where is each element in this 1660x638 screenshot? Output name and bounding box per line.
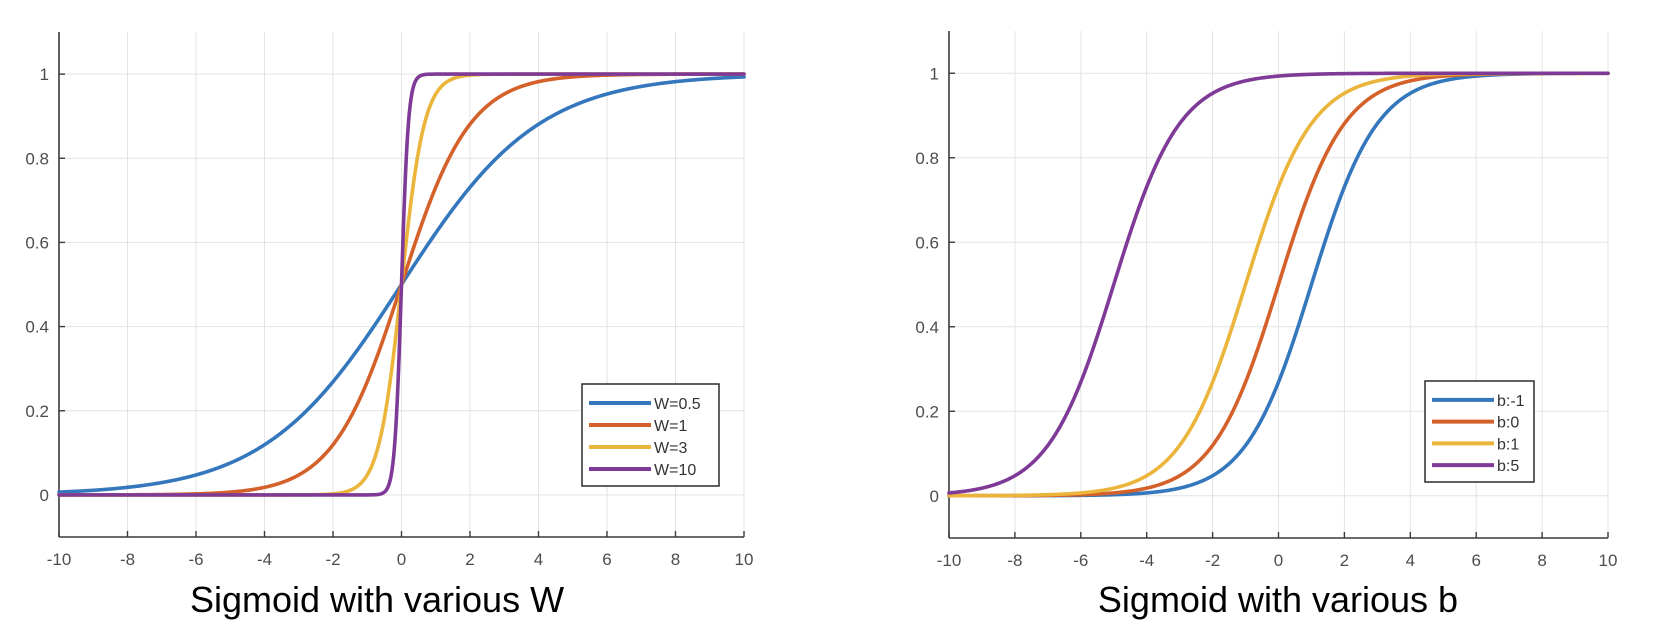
series-line-b-5 xyxy=(947,71,1610,495)
x-tick-label: -6 xyxy=(1073,551,1088,570)
x-tick-label: 8 xyxy=(671,550,680,569)
y-tick-label: 0 xyxy=(930,487,939,506)
legend: b:-1 b:0 b:1 b:5 xyxy=(1424,380,1535,483)
x-tick-label: 0 xyxy=(397,550,406,569)
y-tick-label: 1 xyxy=(930,64,939,83)
legend-label: W=10 xyxy=(654,462,696,479)
y-tick-label: 0.6 xyxy=(915,233,939,252)
x-tick-label: -4 xyxy=(257,550,272,569)
x-tick-label: -10 xyxy=(937,551,962,570)
x-tick-label: -10 xyxy=(47,550,72,569)
x-tick-label: 2 xyxy=(1340,551,1349,570)
y-tick-label: 0 xyxy=(40,486,49,505)
x-tick-label: 6 xyxy=(1471,551,1480,570)
legend-label: W=0.5 xyxy=(654,396,701,413)
x-tick-label: -6 xyxy=(188,550,203,569)
x-tick-label: -2 xyxy=(325,550,340,569)
series-line-w-10 xyxy=(57,72,746,497)
x-tick-label: 4 xyxy=(534,550,543,569)
chart-sigmoid-various-w: -10 -8 -6 -4 -2 0 2 4 6 8 10 0 0.2 0.4 0.6 0.8 1 W=0.5 W=1… xyxy=(25,32,753,620)
y-tick-label: 0.6 xyxy=(25,233,49,252)
y-tick-label: 0.8 xyxy=(915,149,939,168)
legend-label: b:1 xyxy=(1497,436,1519,453)
y-tick-label: 0.4 xyxy=(915,318,939,337)
legend-label: b:0 xyxy=(1497,415,1519,432)
y-tick-label: 0.4 xyxy=(25,318,49,337)
legend-label: b:5 xyxy=(1497,458,1519,475)
chart-title: Sigmoid with various W xyxy=(190,579,564,620)
legend-label: W=3 xyxy=(654,440,687,457)
legend-label: W=1 xyxy=(654,418,687,435)
x-tick-label: 2 xyxy=(465,550,474,569)
x-tick-label: 8 xyxy=(1537,551,1546,570)
x-tick-label: -8 xyxy=(120,550,135,569)
x-tick-label: 10 xyxy=(735,550,754,569)
x-tick-label: 4 xyxy=(1406,551,1415,570)
y-tick-label: 1 xyxy=(40,65,49,84)
legend-label: b:-1 xyxy=(1497,393,1525,410)
x-tick-label: 0 xyxy=(1274,551,1283,570)
y-tick-label: 0.8 xyxy=(25,149,49,168)
y-tick-label: 0.2 xyxy=(915,402,939,421)
chart-title: Sigmoid with various b xyxy=(1098,579,1458,620)
y-tick-label: 0.2 xyxy=(25,402,49,421)
x-tick-label: -8 xyxy=(1007,551,1022,570)
x-tick-label: 10 xyxy=(1599,551,1618,570)
chart-sigmoid-various-b: -10 -8 -6 -4 -2 0 2 4 6 8 1000.20.40.60.81b:-1b:0b… xyxy=(915,31,1617,620)
x-tick-label: -2 xyxy=(1205,551,1220,570)
legend: W=0.5 W=1 W=3 W=10 xyxy=(581,383,720,487)
x-tick-label: -4 xyxy=(1139,551,1154,570)
x-tick-label: 6 xyxy=(602,550,611,569)
